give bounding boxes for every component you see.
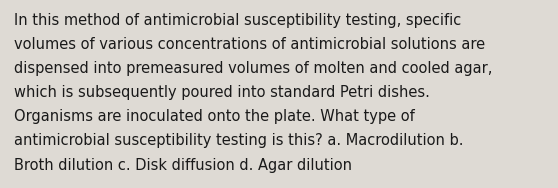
- Text: volumes of various concentrations of antimicrobial solutions are: volumes of various concentrations of ant…: [14, 37, 485, 52]
- Text: dispensed into premeasured volumes of molten and cooled agar,: dispensed into premeasured volumes of mo…: [14, 61, 492, 76]
- Text: which is subsequently poured into standard Petri dishes.: which is subsequently poured into standa…: [14, 85, 430, 100]
- Text: Organisms are inoculated onto the plate. What type of: Organisms are inoculated onto the plate.…: [14, 109, 415, 124]
- Text: antimicrobial susceptibility testing is this? a. Macrodilution b.: antimicrobial susceptibility testing is …: [14, 133, 464, 149]
- Text: In this method of antimicrobial susceptibility testing, specific: In this method of antimicrobial suscepti…: [14, 13, 461, 28]
- Text: Broth dilution c. Disk diffusion d. Agar dilution: Broth dilution c. Disk diffusion d. Agar…: [14, 158, 352, 173]
